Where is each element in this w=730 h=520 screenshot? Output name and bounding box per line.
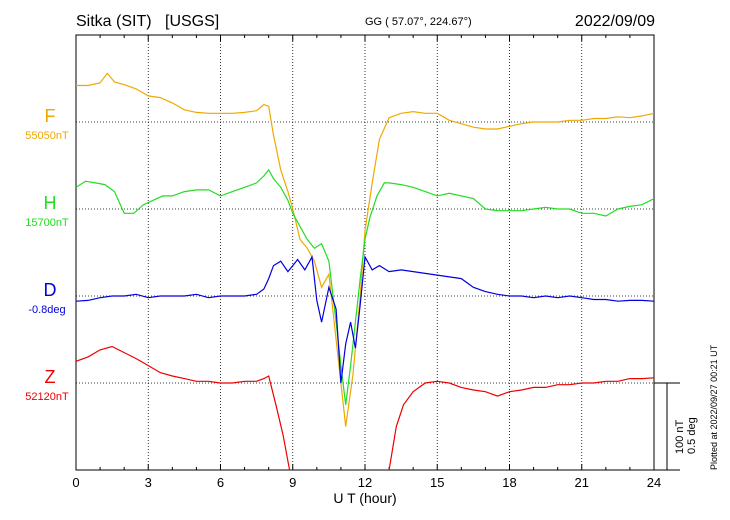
series-Z-line <box>76 345 654 470</box>
source-label: [USGS] <box>165 13 219 30</box>
x-tick-label: 9 <box>289 475 296 490</box>
series-D-line <box>76 254 654 384</box>
x-axis-label: U T (hour) <box>333 490 396 506</box>
station-title: Sitka (SIT) <box>76 13 152 30</box>
date-label: 2022/09/09 <box>575 13 655 30</box>
plotted-at-note: Plotted at 2022/09/27 00:21 UT <box>709 344 719 470</box>
x-tick-label: 3 <box>145 475 152 490</box>
series-D-baseline: -0.8deg <box>28 304 65 316</box>
plot-grid <box>75 35 655 470</box>
scale-bar: 100 nT 0.5 deg <box>654 382 698 471</box>
component-labels: F 55050nT H 15700nT D -0.8deg Z 52120nT <box>25 106 69 403</box>
x-tick-label: 12 <box>358 475 372 490</box>
series-layer <box>76 72 654 470</box>
series-H-label: H <box>44 193 57 213</box>
x-tick-label: 0 <box>72 475 79 490</box>
series-Z-baseline: 52120nT <box>25 391 69 403</box>
series-F-baseline: 55050nT <box>25 130 69 142</box>
x-ticks: 0 3 6 9 12 15 18 21 24 <box>72 475 661 490</box>
series-Z-label: Z <box>45 367 56 387</box>
series-H-baseline: 15700nT <box>25 217 69 229</box>
scale-bar-nt: 100 nT <box>674 419 686 454</box>
coords-label: GG ( 57.07°, 224.67°) <box>365 16 472 28</box>
series-H-line <box>76 168 654 405</box>
x-tick-label: 18 <box>502 475 516 490</box>
x-tick-label: 6 <box>217 475 224 490</box>
series-F-label: F <box>45 106 56 126</box>
plot-frame <box>75 34 655 471</box>
x-tick-label: 24 <box>647 475 661 490</box>
scale-bar-deg: 0.5 deg <box>686 417 698 454</box>
x-tick-label: 21 <box>575 475 589 490</box>
series-D-label: D <box>44 280 57 300</box>
x-tick-label: 15 <box>430 475 444 490</box>
